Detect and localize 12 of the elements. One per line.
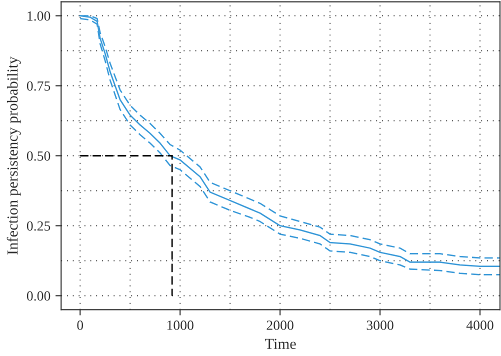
y-tick-label: 0.25 [26, 221, 50, 231]
x-tick-label: 1000 [167, 320, 194, 330]
y-axis-title: Infection persistency probability [6, 56, 21, 254]
y-tick-label: 0.00 [26, 291, 50, 301]
y-tick-label: 1.00 [28, 11, 50, 21]
x-tick-label: 0 [77, 320, 84, 330]
x-tick-label: 3000 [366, 320, 394, 330]
x-axis-title: Time [264, 338, 296, 350]
x-tick-label: 4000 [466, 320, 494, 330]
y-tick-label: 0.75 [26, 81, 50, 91]
x-tick-label: 2000 [266, 320, 294, 330]
y-tick-label: 0.50 [26, 151, 50, 161]
